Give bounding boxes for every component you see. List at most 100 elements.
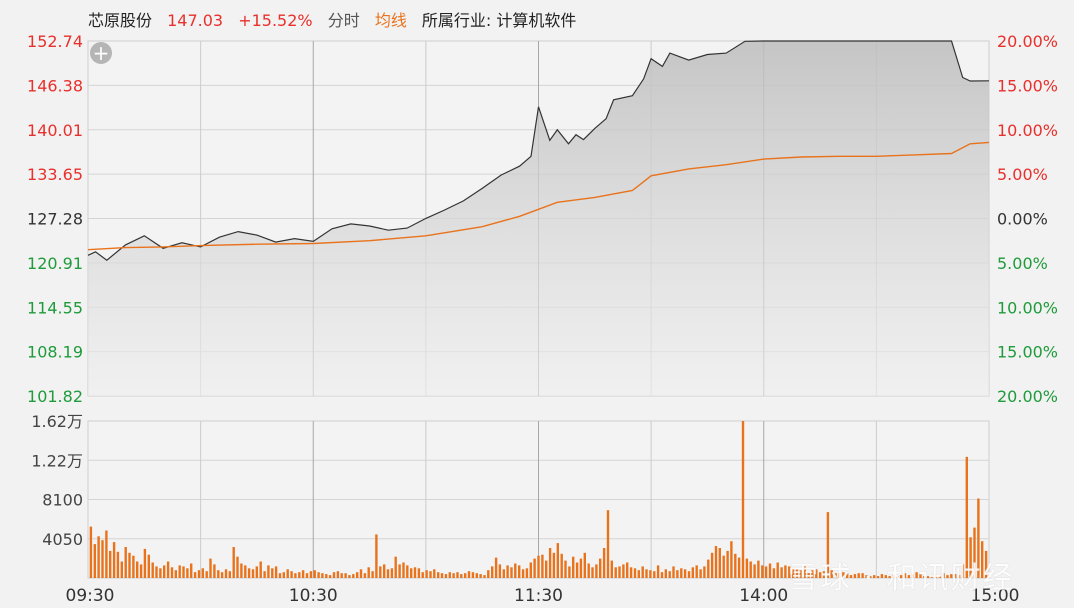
volume-bar bbox=[795, 569, 799, 578]
volume-bar bbox=[491, 566, 494, 578]
volume-bar bbox=[433, 569, 436, 578]
volume-bar bbox=[780, 567, 783, 578]
volume-bar bbox=[699, 569, 702, 578]
y-tick-label-left: 152.74 bbox=[27, 32, 83, 51]
volume-bar bbox=[498, 564, 502, 578]
volume-bar bbox=[394, 556, 397, 578]
volume-bar bbox=[410, 568, 413, 578]
x-tick-label: 10:30 bbox=[289, 586, 338, 606]
volume-bar bbox=[660, 572, 664, 578]
y-tick-label-left: 120.91 bbox=[27, 254, 83, 273]
volume-bar bbox=[159, 568, 162, 578]
mode-timeshare-tab[interactable]: 分时 bbox=[327, 11, 360, 30]
y-tick-label-left: 133.65 bbox=[27, 165, 83, 184]
y-tick-label-right: 15.00% bbox=[997, 343, 1058, 362]
volume-bar bbox=[89, 526, 93, 578]
volume-bar bbox=[984, 550, 988, 578]
volume-bar bbox=[421, 572, 424, 578]
volume-bar bbox=[467, 571, 471, 578]
volume-bar bbox=[687, 571, 691, 578]
volume-bar bbox=[259, 561, 262, 578]
volume-bar bbox=[263, 571, 266, 578]
volume-bar bbox=[683, 569, 687, 578]
volume-bar bbox=[274, 566, 278, 578]
volume-bar bbox=[244, 565, 247, 578]
volume-bar bbox=[826, 512, 830, 578]
volume-bar bbox=[664, 569, 667, 578]
volume-bar bbox=[201, 568, 204, 578]
volume-bar bbox=[352, 574, 355, 578]
volume-bar bbox=[934, 575, 938, 578]
volume-bar bbox=[386, 569, 390, 578]
volume-bar bbox=[923, 576, 926, 578]
volume-bar bbox=[792, 568, 795, 578]
volume-bar bbox=[753, 564, 756, 578]
volume-bar bbox=[390, 568, 394, 578]
volume-bar bbox=[328, 575, 332, 578]
avg-line-toggle[interactable]: 均线 bbox=[374, 11, 407, 30]
price-line bbox=[87, 40, 990, 261]
volume-bar bbox=[807, 572, 810, 578]
volume-bar bbox=[757, 560, 760, 578]
volume-bar bbox=[116, 551, 120, 578]
volume-bar bbox=[911, 574, 914, 578]
volume-bar bbox=[383, 564, 386, 578]
volume-bar bbox=[402, 562, 405, 578]
volume-tick-label: 4050 bbox=[42, 530, 83, 549]
volume-bar bbox=[359, 569, 363, 578]
volume-bar bbox=[888, 576, 891, 578]
volume-bar bbox=[842, 572, 845, 578]
volume-bar bbox=[193, 572, 197, 578]
volume-bar bbox=[548, 548, 552, 578]
volume-bar bbox=[656, 565, 660, 578]
y-tick-label-right: 20.00% bbox=[997, 32, 1058, 51]
volume-bar bbox=[143, 548, 147, 578]
volume-bar bbox=[506, 565, 509, 578]
volume-bar bbox=[942, 573, 945, 578]
volume-bar bbox=[93, 544, 96, 578]
volume-bar bbox=[537, 555, 540, 578]
y-tick-label-left: 140.01 bbox=[27, 121, 83, 140]
volume-bar bbox=[672, 566, 675, 578]
y-tick-label-right: 20.00% bbox=[997, 387, 1058, 406]
volume-bar bbox=[367, 567, 370, 578]
average-line bbox=[87, 141, 990, 251]
add-plus-icon[interactable]: + bbox=[90, 42, 112, 64]
volume-bar bbox=[838, 573, 841, 578]
volume-bar bbox=[109, 550, 112, 578]
volume-bar bbox=[626, 562, 629, 578]
volume-bar bbox=[737, 557, 741, 578]
volume-bar bbox=[869, 576, 872, 578]
volume-bar bbox=[815, 569, 818, 578]
change-percent: +15.52% bbox=[238, 11, 313, 30]
volume-bar bbox=[363, 573, 367, 578]
volume-bar bbox=[464, 573, 467, 578]
volume-bar bbox=[865, 575, 868, 578]
volume-bar bbox=[587, 563, 590, 578]
volume-bar bbox=[521, 569, 525, 578]
y-tick-label-left: 127.28 bbox=[27, 210, 83, 229]
volume-bar bbox=[560, 553, 563, 578]
volume-bar bbox=[294, 573, 297, 578]
volume-bar bbox=[822, 571, 826, 578]
volume-bar bbox=[954, 574, 957, 578]
volume-bar bbox=[633, 568, 637, 578]
volume-bar bbox=[228, 571, 231, 578]
y-tick-label-right: 5.00% bbox=[997, 165, 1048, 184]
volume-bar bbox=[907, 575, 911, 578]
volume-bar bbox=[232, 547, 235, 578]
volume-bar bbox=[444, 574, 448, 578]
volume-bar bbox=[811, 570, 814, 578]
volume-bar bbox=[599, 558, 602, 578]
volume-bar bbox=[969, 537, 972, 578]
x-tick-label: 15:00 bbox=[971, 586, 1020, 606]
y-tick-label-left: 114.55 bbox=[27, 298, 83, 317]
volume-bar bbox=[830, 570, 833, 578]
volume-bar bbox=[151, 562, 154, 578]
volume-bar bbox=[298, 572, 301, 578]
volume-bar bbox=[336, 571, 340, 578]
volume-bar bbox=[182, 566, 185, 578]
volume-bar bbox=[668, 571, 671, 578]
volume-bar bbox=[132, 555, 135, 578]
